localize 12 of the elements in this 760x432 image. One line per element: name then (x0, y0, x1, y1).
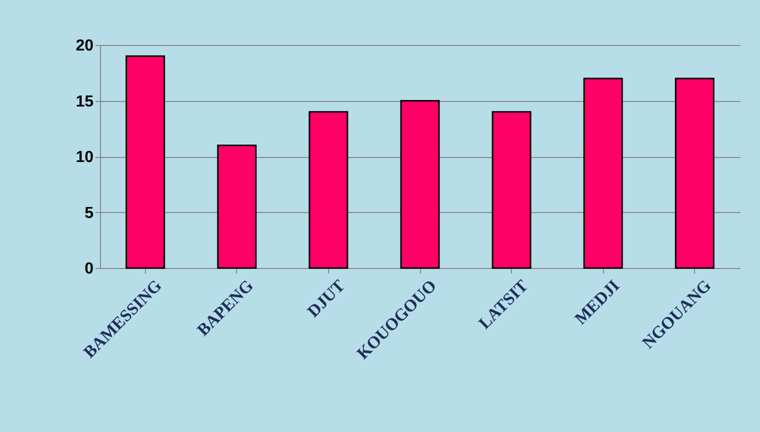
bar (217, 144, 257, 269)
y-tick-label: 10 (76, 149, 94, 166)
bar (583, 78, 623, 269)
y-tick-label: 5 (84, 204, 94, 222)
y-tick-label: 20 (76, 38, 94, 54)
bar (400, 100, 440, 269)
bar (126, 55, 166, 269)
bar (308, 111, 348, 269)
y-tick-label: 0 (84, 260, 94, 278)
y-tick-label: 15 (76, 93, 94, 110)
bar (492, 111, 532, 269)
bar (674, 78, 714, 269)
